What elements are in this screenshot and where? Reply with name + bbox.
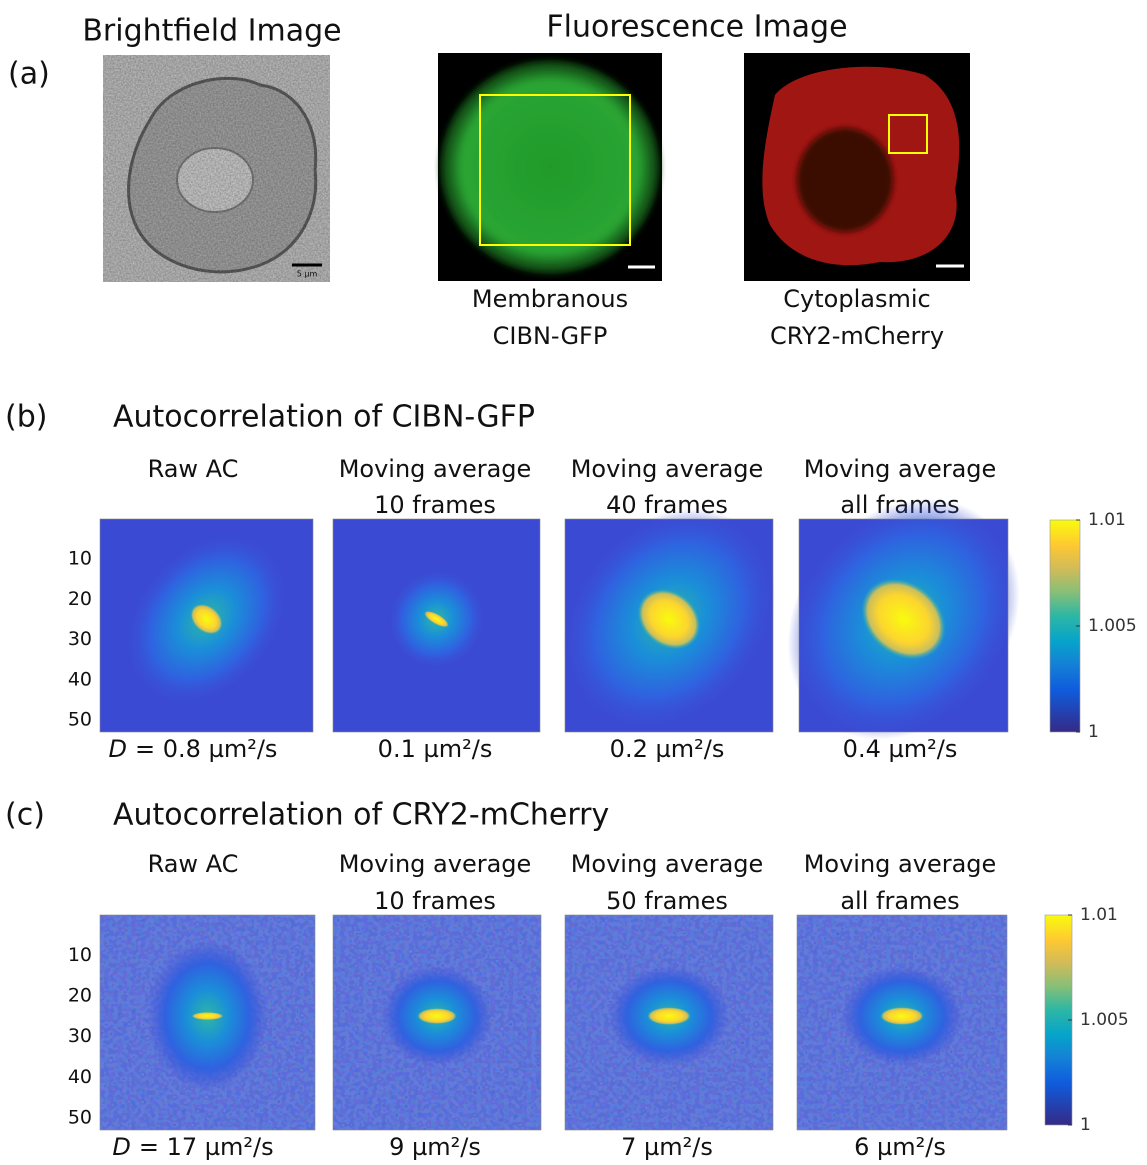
diffusion-label: 9 µm²/s [389, 1133, 481, 1161]
heatmap-frame [99, 914, 316, 1131]
diffusion-value: = 17 µm²/s [139, 1133, 274, 1161]
diffusion-label: 7 µm²/s [621, 1133, 713, 1161]
heatmap-frame [796, 914, 1008, 1131]
heatmap [99, 914, 316, 1131]
y-tick-label: 10 [68, 548, 92, 570]
core [191, 1012, 224, 1021]
y-tick-label: 50 [68, 1106, 92, 1128]
diffusion-value: 7 µm²/s [621, 1133, 713, 1161]
heatmap-frame [332, 914, 542, 1131]
diffusion-value: 9 µm²/s [389, 1133, 481, 1161]
colorbar-tick-label: 1.01 [1088, 510, 1126, 530]
colorbar [1049, 519, 1081, 733]
diffusion-label: D = 0.8 µm²/s [109, 735, 278, 763]
map-title: Raw AC [148, 850, 239, 878]
core [637, 589, 701, 650]
image-caption: CRY2-mCherry [770, 322, 944, 350]
diffusion-symbol: D [112, 1133, 130, 1161]
scale-bar-label: 5 µm [297, 270, 318, 279]
map-title: 50 frames [606, 887, 728, 915]
map-title: Moving average [339, 455, 532, 483]
diffusion-value: 0.4 µm²/s [843, 735, 958, 763]
y-tick-label: 40 [68, 668, 92, 690]
colorbar-tick-label: 1.01 [1080, 905, 1118, 925]
heatmap-frame [332, 518, 541, 733]
colorbar-tick-label: 1 [1088, 722, 1099, 742]
map-title: Moving average [804, 455, 997, 483]
map-title: Moving average [804, 850, 997, 878]
diffusion-value: 0.1 µm²/s [378, 735, 493, 763]
map-title: 10 frames [374, 491, 496, 519]
core [424, 610, 449, 628]
map-title: Moving average [571, 455, 764, 483]
diffusion-label: 0.2 µm²/s [610, 735, 725, 763]
map-title: Raw AC [148, 455, 239, 483]
brightfield-image: 5 µm [103, 55, 330, 282]
colorbar-tick-label: 1.005 [1088, 616, 1137, 636]
heatmap [99, 518, 314, 733]
heatmap [796, 914, 1008, 1131]
heatmap-frame [564, 518, 774, 733]
diffusion-label: 0.4 µm²/s [843, 735, 958, 763]
heatmap [332, 914, 542, 1131]
core [417, 1008, 457, 1025]
core [880, 1007, 924, 1026]
heatmap [332, 518, 541, 733]
image-caption: Membranous [472, 285, 628, 313]
diffusion-label: D = 17 µm²/s [112, 1133, 273, 1161]
fluorescence-title: Fluorescence Image [546, 10, 847, 45]
diffusion-value: 0.2 µm²/s [610, 735, 725, 763]
heatmap-frame [798, 518, 1009, 733]
panel-label: (b) [5, 400, 47, 435]
map-title: 10 frames [374, 887, 496, 915]
heatmap [787, 498, 1020, 740]
y-tick-label: 30 [68, 1025, 92, 1047]
y-tick-label: 40 [68, 1066, 92, 1088]
y-tick-label: 20 [68, 985, 92, 1007]
gfp-image [438, 53, 662, 281]
diffusion-value: = 0.8 µm²/s [135, 735, 277, 763]
colorbar-tick-label: 1 [1080, 1115, 1091, 1135]
y-tick-label: 10 [68, 944, 92, 966]
panel-label: (a) [8, 57, 50, 92]
map-title: Moving average [339, 850, 532, 878]
core [647, 1007, 691, 1026]
panel-title: Autocorrelation of CIBN-GFP [113, 400, 535, 435]
colorbar [1044, 914, 1073, 1126]
diffusion-label: 0.1 µm²/s [378, 735, 493, 763]
heatmap [562, 508, 776, 733]
y-tick-label: 30 [68, 628, 92, 650]
map-title: all frames [840, 887, 959, 915]
diffusion-value: 6 µm²/s [854, 1133, 946, 1161]
diffusion-symbol: D [109, 735, 127, 763]
heatmap [564, 914, 774, 1131]
mcherry-image [744, 53, 970, 281]
panel-title: Autocorrelation of CRY2-mCherry [113, 798, 609, 833]
core [861, 578, 946, 660]
y-tick-label: 20 [68, 588, 92, 610]
colorbar-tick-label: 1.005 [1080, 1010, 1129, 1030]
image-caption: Cytoplasmic [783, 285, 930, 313]
heatmap-frame [99, 518, 314, 733]
diffusion-label: 6 µm²/s [854, 1133, 946, 1161]
panel-label: (c) [5, 798, 45, 833]
image-caption: CIBN-GFP [493, 322, 608, 350]
map-title: Moving average [571, 850, 764, 878]
core [190, 603, 223, 635]
heatmap-frame [564, 914, 774, 1131]
brightfield-title: Brightfield Image [82, 14, 341, 49]
y-tick-label: 50 [68, 708, 92, 730]
